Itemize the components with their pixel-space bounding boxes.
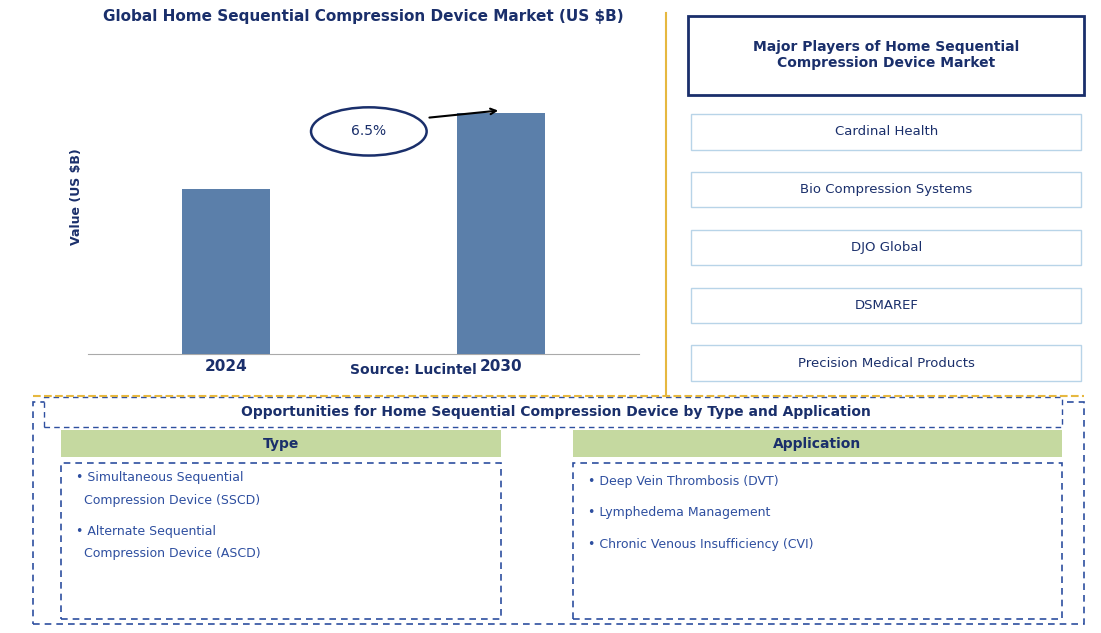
Text: DJO Global: DJO Global [851, 241, 922, 254]
Text: Cardinal Health: Cardinal Health [835, 125, 938, 138]
Title: Global Home Sequential Compression Device Market (US $B): Global Home Sequential Compression Devic… [103, 9, 623, 24]
Bar [457, 113, 545, 354]
Text: • Lymphedema Management: • Lymphedema Management [588, 506, 771, 519]
Text: DSMAREF: DSMAREF [854, 299, 918, 312]
Text: Application: Application [773, 437, 862, 451]
Text: • Deep Vein Thrombosis (DVT): • Deep Vein Thrombosis (DVT) [588, 475, 778, 487]
Text: • Simultaneous Sequential: • Simultaneous Sequential [76, 472, 243, 484]
Text: Major Players of Home Sequential
Compression Device Market: Major Players of Home Sequential Compres… [753, 41, 1020, 70]
Text: Compression Device (SSCD): Compression Device (SSCD) [76, 494, 260, 506]
Text: Type: Type [262, 437, 299, 451]
Text: 6.5%: 6.5% [351, 125, 386, 139]
Text: Compression Device (ASCD): Compression Device (ASCD) [76, 548, 261, 560]
Text: • Chronic Venous Insufficiency (CVI): • Chronic Venous Insufficiency (CVI) [588, 538, 814, 551]
Text: Opportunities for Home Sequential Compression Device by Type and Application: Opportunities for Home Sequential Compre… [241, 405, 871, 419]
Text: Precision Medical Products: Precision Medical Products [798, 357, 974, 370]
Text: • Alternate Sequential: • Alternate Sequential [76, 525, 216, 538]
Y-axis label: Value (US $B): Value (US $B) [69, 148, 83, 244]
Text: Source: Lucintel: Source: Lucintel [349, 363, 477, 377]
Bar [182, 189, 270, 354]
Text: Bio Compression Systems: Bio Compression Systems [800, 183, 972, 196]
